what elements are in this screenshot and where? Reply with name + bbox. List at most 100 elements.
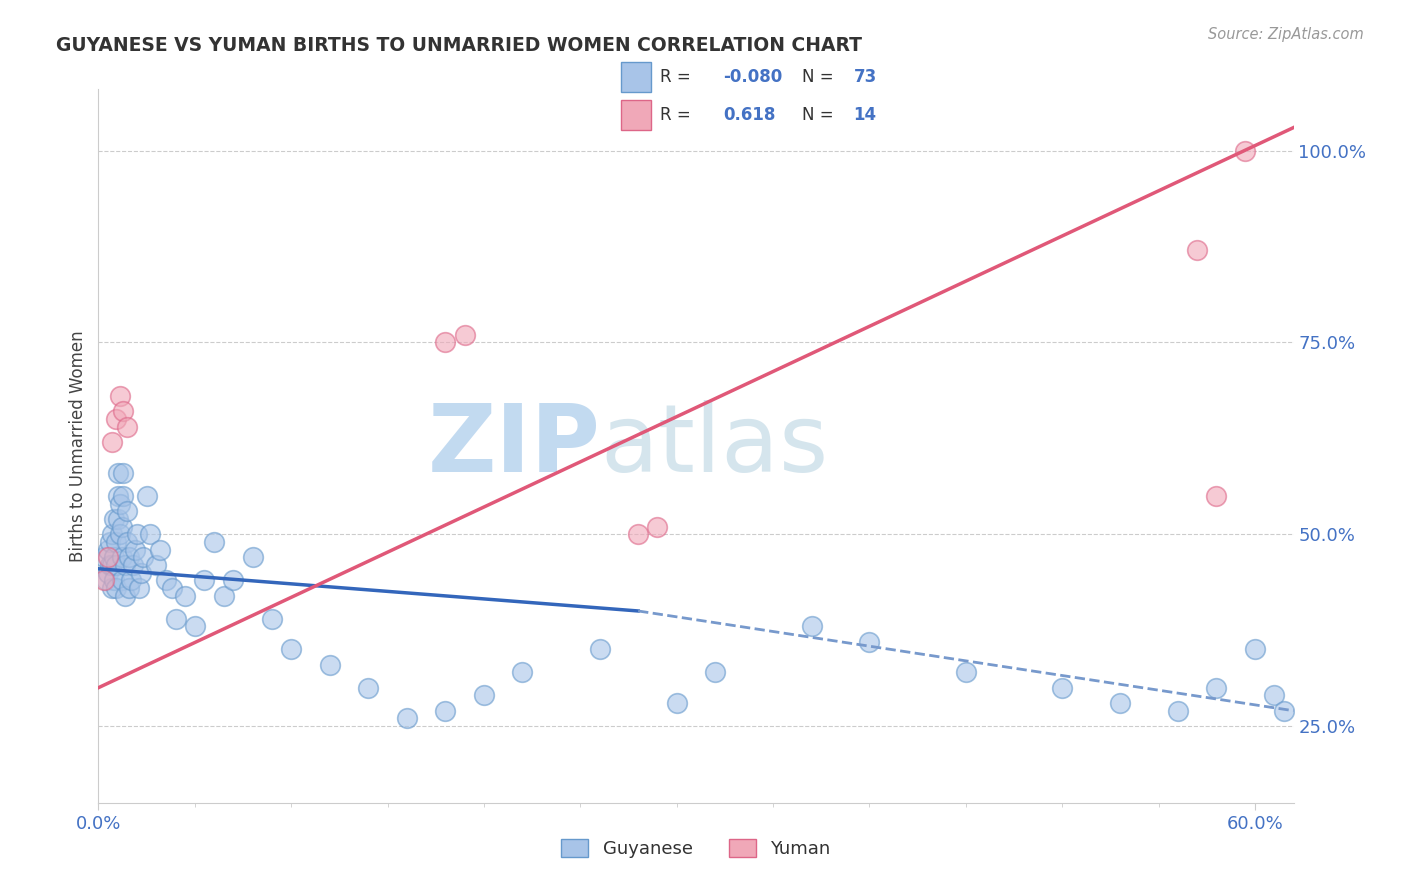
Point — [104, 581, 127, 595]
Point — [665, 696, 688, 710]
Point — [165, 612, 187, 626]
Point — [107, 466, 129, 480]
Point — [112, 404, 135, 418]
Point — [118, 550, 141, 565]
Point — [110, 519, 132, 533]
Point — [108, 389, 131, 403]
Point — [94, 574, 117, 588]
Point — [212, 589, 235, 603]
Text: atlas: atlas — [600, 400, 828, 492]
Point — [124, 542, 146, 557]
Text: 0.618: 0.618 — [724, 106, 776, 124]
Text: 73: 73 — [853, 68, 877, 86]
Text: 14: 14 — [853, 106, 876, 124]
Point — [101, 527, 124, 541]
Point — [132, 550, 155, 565]
Point — [1050, 681, 1073, 695]
Point — [1167, 704, 1189, 718]
Point — [104, 412, 127, 426]
Point — [1185, 244, 1208, 258]
Text: -0.080: -0.080 — [724, 68, 783, 86]
Point — [155, 574, 177, 588]
FancyBboxPatch shape — [620, 100, 651, 130]
Point — [104, 535, 127, 549]
Point — [1263, 689, 1285, 703]
Point — [101, 558, 124, 572]
Point — [112, 466, 135, 480]
Point — [202, 535, 225, 549]
Point — [122, 558, 145, 572]
Point — [1205, 681, 1227, 695]
Point — [101, 435, 124, 450]
Point — [242, 550, 264, 565]
Point — [160, 581, 183, 595]
Point — [1109, 696, 1132, 710]
Point — [104, 558, 127, 572]
Text: ZIP: ZIP — [427, 400, 600, 492]
Point — [472, 689, 495, 703]
Point — [453, 327, 475, 342]
Point — [110, 550, 132, 565]
Point — [222, 574, 245, 588]
Point — [125, 527, 148, 541]
Point — [955, 665, 977, 680]
FancyBboxPatch shape — [620, 62, 651, 92]
Point — [117, 419, 139, 434]
Point — [434, 704, 457, 718]
Text: N =: N = — [801, 106, 834, 124]
Point — [118, 581, 141, 595]
Point — [93, 550, 115, 565]
Point — [97, 550, 120, 565]
Text: R =: R = — [659, 106, 690, 124]
Point — [149, 542, 172, 557]
Point — [357, 681, 380, 695]
Point — [280, 642, 302, 657]
Point — [512, 665, 534, 680]
Text: R =: R = — [659, 68, 690, 86]
Point — [97, 566, 120, 580]
Point — [98, 558, 121, 572]
Point — [800, 619, 823, 633]
Point — [434, 335, 457, 350]
Point — [1272, 704, 1295, 718]
Point — [117, 535, 139, 549]
Point — [139, 527, 162, 541]
Point — [120, 574, 142, 588]
Point — [108, 497, 131, 511]
Point — [101, 581, 124, 595]
Point — [117, 504, 139, 518]
Point — [103, 550, 125, 565]
Point — [107, 512, 129, 526]
Text: Source: ZipAtlas.com: Source: ZipAtlas.com — [1208, 27, 1364, 42]
Point — [112, 489, 135, 503]
Point — [193, 574, 215, 588]
Point — [1234, 144, 1257, 158]
Point — [103, 512, 125, 526]
Point — [184, 619, 207, 633]
Point — [145, 558, 167, 572]
Point — [108, 527, 131, 541]
Point — [110, 574, 132, 588]
Point — [260, 612, 283, 626]
Point — [114, 558, 136, 572]
Point — [1205, 489, 1227, 503]
Point — [93, 574, 115, 588]
Point — [98, 535, 121, 549]
Point — [174, 589, 197, 603]
Point — [395, 711, 418, 725]
Text: GUYANESE VS YUMAN BIRTHS TO UNMARRIED WOMEN CORRELATION CHART: GUYANESE VS YUMAN BIRTHS TO UNMARRIED WO… — [56, 36, 862, 54]
Point — [1244, 642, 1267, 657]
Point — [647, 519, 669, 533]
Point — [704, 665, 727, 680]
Text: N =: N = — [801, 68, 834, 86]
Y-axis label: Births to Unmarried Women: Births to Unmarried Women — [69, 330, 87, 562]
Point — [135, 489, 157, 503]
Point — [128, 581, 150, 595]
Point — [858, 634, 880, 648]
Point — [319, 657, 342, 672]
Point — [103, 574, 125, 588]
Point — [588, 642, 610, 657]
Point — [627, 527, 650, 541]
Legend: Guyanese, Yuman: Guyanese, Yuman — [554, 831, 838, 865]
Point — [114, 589, 136, 603]
